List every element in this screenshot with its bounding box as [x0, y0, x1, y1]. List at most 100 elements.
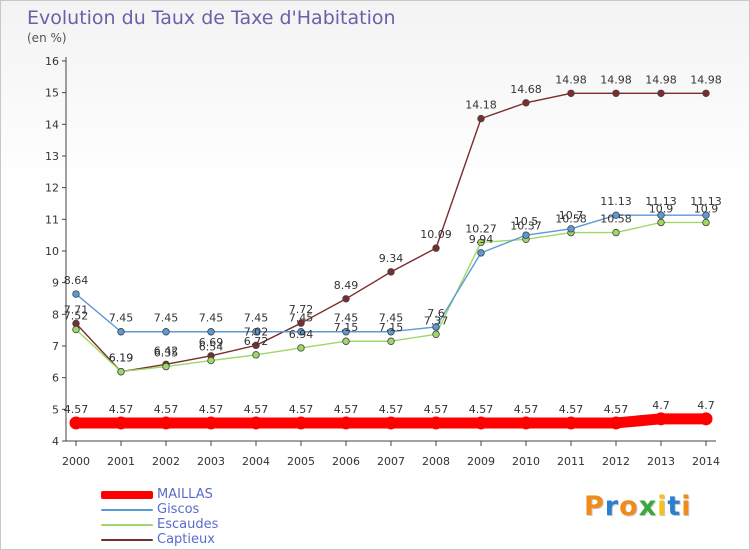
data-point-escaudes: [207, 356, 215, 365]
data-point-escaudes: [477, 238, 485, 247]
data-label-captieux: 14.18: [465, 99, 497, 112]
data-point-giscos: [162, 328, 170, 336]
data-label-captieux: 14.98: [555, 73, 587, 86]
legend-label: Escaudes: [157, 517, 219, 532]
data-label-giscos: 11.13: [600, 195, 632, 208]
data-point-captieux: [702, 89, 710, 97]
data-point-captieux: [252, 341, 260, 350]
x-tick-label: 2010: [512, 455, 540, 468]
data-label-escaudes: 7.15: [379, 321, 404, 334]
legend-label: Giscos: [157, 502, 200, 517]
data-point-maillas: [114, 416, 128, 430]
data-label-giscos: 10.7: [559, 209, 584, 222]
data-point-escaudes: [387, 337, 395, 345]
data-point-escaudes: [252, 351, 260, 359]
data-label-captieux: 9.34: [379, 252, 404, 265]
data-point-captieux: [297, 319, 305, 327]
data-label-maillas: 4.57: [559, 403, 584, 416]
data-label-captieux: 14.98: [690, 73, 722, 86]
data-label-escaudes: 7.37: [424, 314, 449, 327]
data-label-maillas: 4.57: [199, 403, 224, 416]
data-point-maillas: [69, 416, 83, 430]
data-label-captieux: 6.42: [154, 344, 179, 357]
data-label-captieux: 6.19: [109, 352, 134, 365]
legend-swatch: [101, 490, 153, 499]
data-label-maillas: 4.7: [652, 399, 670, 412]
logo-letter: r: [604, 491, 620, 522]
data-point-giscos: [72, 290, 80, 298]
data-label-giscos: 9.94: [469, 233, 494, 246]
data-label-maillas: 4.57: [334, 403, 359, 416]
x-tick-label: 2009: [467, 455, 495, 468]
data-label-escaudes: 6.35: [154, 347, 179, 360]
data-label-maillas: 4.57: [379, 403, 404, 416]
data-point-escaudes: [342, 337, 350, 345]
data-label-escaudes: 10.58: [555, 213, 587, 226]
logo-letter: P: [584, 491, 605, 522]
data-label-maillas: 4.57: [469, 403, 494, 416]
chart-subtitle: (en %): [27, 31, 67, 45]
data-point-giscos: [342, 328, 350, 336]
data-label-escaudes: 6.72: [244, 335, 269, 348]
data-label-captieux: 7.02: [244, 325, 269, 338]
legend-label: MAILLAS: [157, 487, 213, 502]
data-label-escaudes: 10.37: [510, 219, 542, 232]
data-label-captieux: 7.71: [64, 304, 89, 317]
data-label-giscos: 7.45: [289, 312, 314, 325]
y-tick-label: 15: [45, 87, 59, 100]
data-label-escaudes: 7.52: [64, 310, 89, 323]
data-point-giscos: [252, 328, 260, 336]
logo-letter: t: [667, 491, 682, 522]
data-label-maillas: 4.57: [424, 403, 449, 416]
x-tick-label: 2011: [557, 455, 585, 468]
logo-letter: x: [638, 491, 658, 522]
logo-letter: i: [681, 491, 692, 522]
data-point-giscos: [612, 211, 620, 219]
x-tick-label: 2005: [287, 455, 315, 468]
data-point-giscos: [522, 231, 530, 239]
data-label-giscos: 7.45: [334, 312, 359, 325]
logo-letter: i: [657, 491, 668, 522]
data-point-escaudes: [162, 362, 170, 371]
data-label-giscos: 8.64: [64, 274, 89, 287]
x-tick-label: 2013: [647, 455, 675, 468]
data-point-maillas: [699, 412, 713, 426]
data-point-giscos: [702, 211, 710, 219]
data-label-captieux: 14.98: [600, 73, 632, 86]
x-tick-label: 2014: [692, 455, 720, 468]
data-label-maillas: 4.57: [514, 403, 539, 416]
y-tick-label: 16: [45, 55, 59, 68]
data-label-escaudes: 10.27: [465, 222, 497, 235]
chart-title: Evolution du Taux de Taxe d'Habitation: [27, 7, 396, 29]
data-point-maillas: [339, 416, 353, 430]
data-label-giscos: 7.45: [379, 312, 404, 325]
data-point-maillas: [654, 412, 668, 426]
data-label-escaudes: 6.54: [199, 341, 224, 354]
data-label-captieux: 6.69: [199, 336, 224, 349]
y-tick-label: 13: [45, 150, 59, 163]
data-label-maillas: 4.57: [604, 403, 629, 416]
data-point-giscos: [657, 211, 665, 219]
x-tick-label: 2001: [107, 455, 135, 468]
data-label-giscos: 7.45: [244, 312, 269, 325]
x-tick-label: 2000: [62, 455, 90, 468]
y-tick-label: 6: [52, 372, 59, 385]
y-tick-label: 4: [52, 435, 59, 448]
data-point-captieux: [387, 268, 395, 276]
data-label-escaudes: 10.9: [649, 202, 674, 215]
data-point-giscos: [387, 328, 395, 336]
data-label-giscos: 7.45: [199, 312, 224, 325]
axes: 4 5 6 7 8 9 10 11 12 13 14 15 16 2000 2001 2002 2003 2004…: [45, 55, 720, 468]
data-label-captieux: 7.72: [289, 303, 314, 316]
data-point-escaudes: [612, 228, 620, 237]
data-label-maillas: 4.7: [697, 399, 715, 412]
legend-swatch: [101, 523, 153, 526]
y-tick-label: 8: [52, 308, 59, 321]
x-tick-label: 2006: [332, 455, 360, 468]
data-labels: 4.57 4.57 4.57 4.57 4.57 4.57 4.57 4.57 4.57 4.57…: [64, 73, 722, 416]
data-label-giscos: 10.5: [514, 215, 539, 228]
data-point-maillas: [474, 416, 488, 430]
legend-item-escaudes: Escaudes: [101, 517, 218, 532]
data-point-captieux: [567, 89, 575, 97]
data-label-captieux: 8.49: [334, 279, 359, 292]
